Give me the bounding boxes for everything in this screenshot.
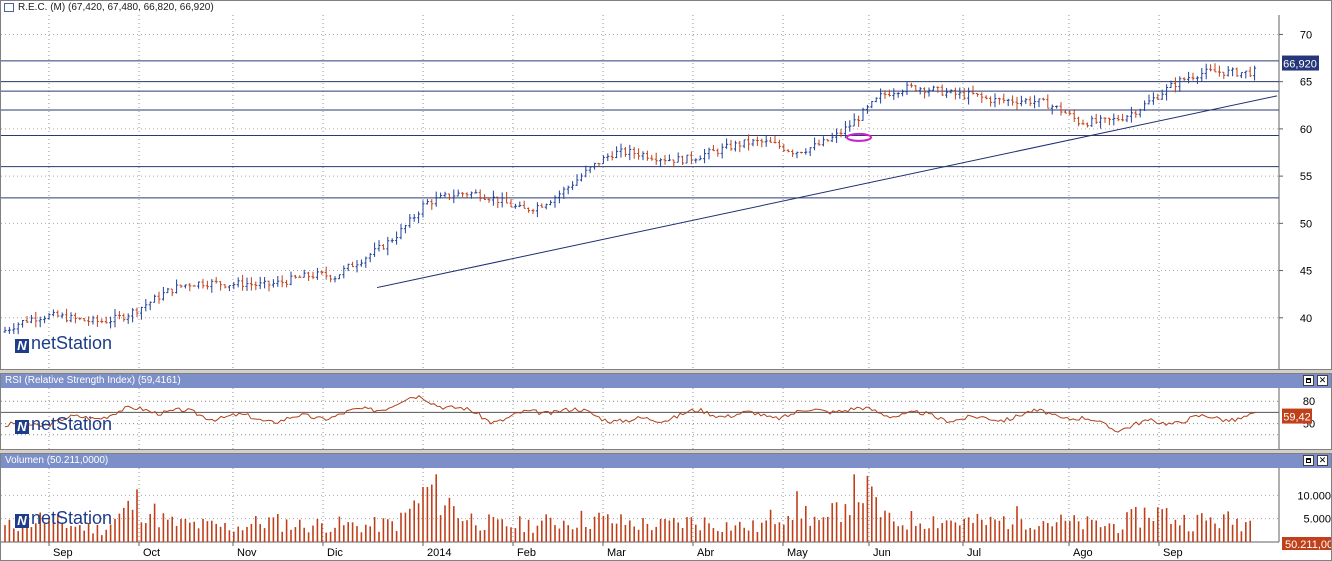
rsi-panel-title: RSI (Relative Strength Index) (59,4161): [5, 375, 181, 386]
x-tick-label: Feb: [517, 547, 536, 559]
restore-button[interactable]: [1303, 455, 1314, 466]
trendline: [376, 95, 1278, 289]
rsi-panel-titlebar: RSI (Relative Strength Index) (59,4161) …: [1, 374, 1331, 388]
x-tick-label: May: [787, 547, 808, 559]
x-tick-label: Jun: [873, 547, 891, 559]
y-tick-label: 45: [1300, 266, 1312, 278]
x-tick-label: Dic: [327, 547, 343, 559]
x-tick-label: Oct: [143, 547, 160, 559]
rsi-last-label: 59,42: [1283, 412, 1311, 424]
rsi-last-badge: [1282, 408, 1312, 424]
y-tick-label: 50: [1300, 218, 1312, 230]
volume-panel-titlebar: Volumen (50.211,0000) ✕: [1, 454, 1331, 468]
volume-last-badge: [1282, 537, 1331, 550]
x-tick-label: Abr: [697, 547, 714, 559]
close-button[interactable]: ✕: [1317, 375, 1328, 386]
x-tick-label: Sep: [1163, 547, 1183, 559]
y-tick-label: 80: [1303, 396, 1315, 408]
y-tick-label: 10.000: [1297, 490, 1331, 502]
restore-button[interactable]: [1303, 375, 1314, 386]
volume-panel[interactable]: Volumen (50.211,0000) ✕ 10.000 5.000 50.21…: [0, 453, 1332, 561]
window-icon: [4, 3, 14, 12]
x-tick-label: 2014: [427, 547, 451, 559]
x-tick-label: Ago: [1073, 547, 1093, 559]
y-tick-label: 40: [1300, 313, 1312, 325]
x-tick-label: Jul: [967, 547, 981, 559]
last-price-badge: [1282, 55, 1319, 71]
volume-last-label: 50.211,00: [1285, 539, 1331, 551]
y-tick-label: 5.000: [1303, 514, 1331, 526]
price-panel[interactable]: R.E.C. (M) (67,420, 67,480, 66,820, 66,9…: [0, 0, 1332, 370]
y-tick-label: 70: [1300, 29, 1312, 41]
price-panel-titlebar: R.E.C. (M) (67,420, 67,480, 66,820, 66,9…: [1, 1, 1331, 15]
price-chart[interactable]: 70 65 60 55 50 45 40 66,920: [1, 15, 1331, 369]
x-tick-label: Mar: [607, 547, 626, 559]
close-button[interactable]: ✕: [1317, 455, 1328, 466]
y-tick-label: 55: [1300, 171, 1312, 183]
rsi-line: [4, 395, 1257, 433]
last-price-label: 66,920: [1283, 59, 1317, 71]
volume-chart[interactable]: 10.000 5.000 50.211,00 Sep Oct Nov Dic 2014 Feb M…: [1, 468, 1331, 560]
rsi-panel[interactable]: RSI (Relative Strength Index) (59,4161) …: [0, 373, 1332, 450]
volume-panel-title: Volumen (50.211,0000): [5, 455, 109, 466]
x-tick-label: Sep: [53, 547, 73, 559]
highlight-ellipse: [846, 132, 872, 142]
x-tick-label: Nov: [237, 547, 257, 559]
price-panel-title: R.E.C. (M) (67,420, 67,480, 66,820, 66,9…: [18, 2, 214, 13]
y-tick-label: 60: [1300, 124, 1312, 136]
y-tick-label: 65: [1300, 77, 1312, 89]
